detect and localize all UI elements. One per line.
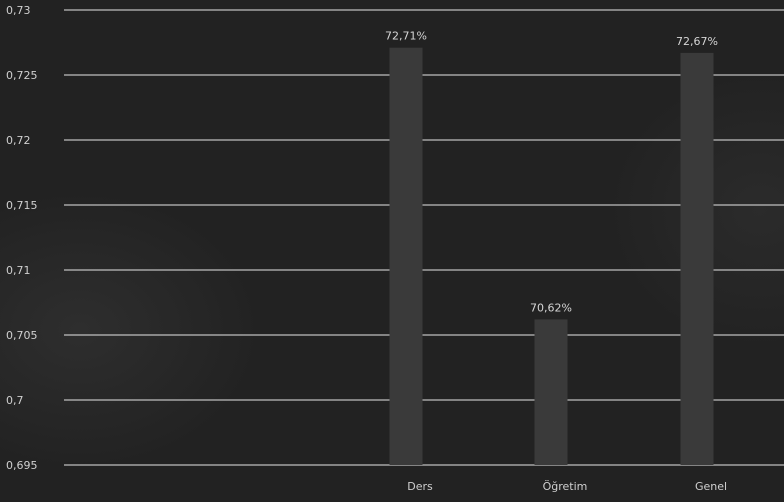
y-tick-label: 0,71 — [6, 264, 31, 277]
data-label: 72,71% — [385, 30, 427, 43]
y-tick-label: 0,695 — [6, 459, 38, 472]
y-tick-label: 0,73 — [6, 4, 31, 17]
data-label: 70,62% — [530, 301, 572, 314]
data-labels: 72,71% 70,62% 72,67% — [385, 30, 718, 315]
x-category-label: Genel — [695, 480, 727, 493]
bar-ders — [389, 47, 423, 465]
bar-öğretim — [534, 319, 568, 465]
y-tick-label: 0,725 — [6, 69, 38, 82]
y-tick-label: 0,705 — [6, 329, 38, 342]
x-category-label: Ders — [407, 480, 433, 493]
y-tick-label: 0,72 — [6, 134, 31, 147]
x-category-label: Öğretim — [543, 480, 588, 493]
y-tick-label: 0,7 — [6, 394, 24, 407]
bars — [389, 47, 714, 466]
gridlines — [64, 9, 784, 466]
data-label: 72,67% — [676, 35, 718, 48]
x-axis-category-labels: Ders Öğretim Genel — [407, 480, 727, 493]
y-tick-label: 0,715 — [6, 199, 38, 212]
y-axis-tick-labels: 0,695 0,7 0,705 0,71 0,715 0,72 0,725 0,73 — [6, 4, 38, 472]
bar-genel — [680, 52, 714, 466]
